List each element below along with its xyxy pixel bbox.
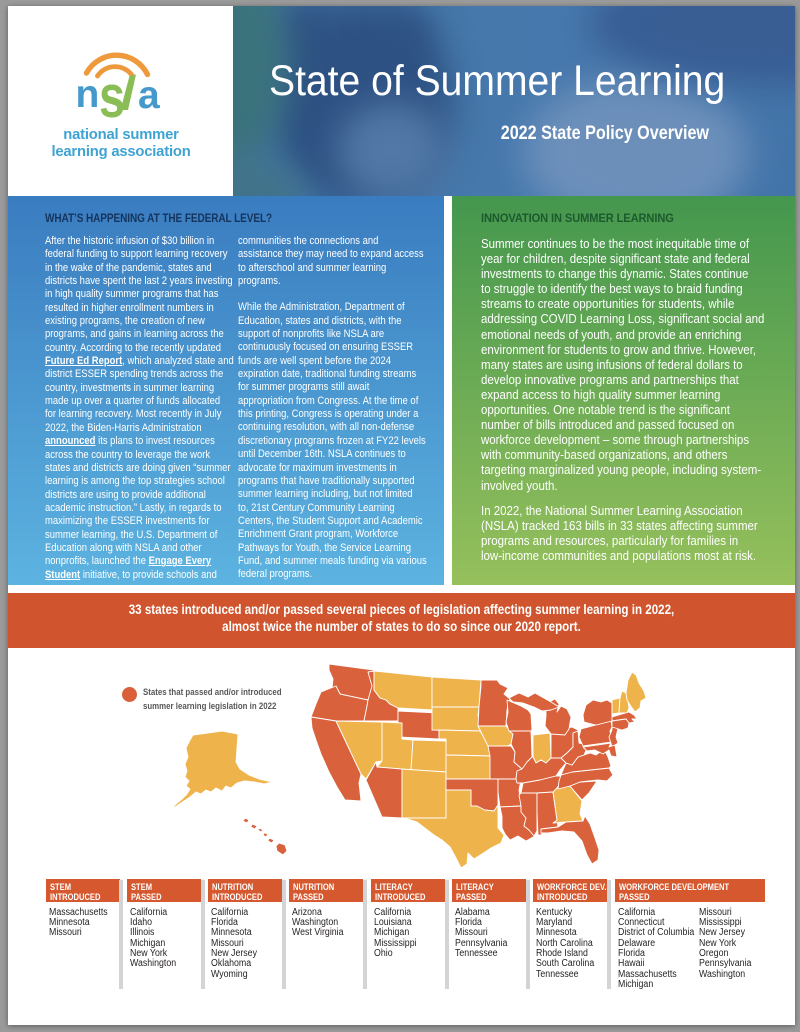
svg-text:s: s	[99, 63, 125, 126]
svg-text:a: a	[138, 74, 160, 117]
svg-text:n: n	[76, 73, 100, 116]
